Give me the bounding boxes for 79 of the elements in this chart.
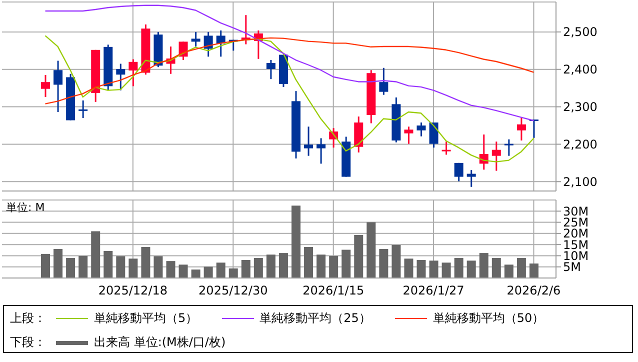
candlestick bbox=[128, 58, 138, 87]
legend-label: 単純移動平均（25） bbox=[260, 310, 371, 327]
legend-label: 単純移動平均（5） bbox=[94, 310, 198, 327]
candlestick bbox=[191, 31, 200, 48]
candlestick bbox=[304, 126, 314, 157]
bar bbox=[128, 258, 138, 278]
legend-label: 単純移動平均（50） bbox=[432, 310, 544, 327]
candlestick bbox=[454, 162, 464, 182]
bar bbox=[216, 262, 226, 278]
bar bbox=[342, 250, 351, 278]
candlestick bbox=[78, 100, 88, 119]
candlestick bbox=[416, 122, 426, 138]
bar bbox=[354, 234, 364, 278]
candlestick bbox=[404, 126, 414, 145]
x-tick-label: 2025/12/18 bbox=[98, 284, 168, 298]
x-tick-label: 2026/2/6 bbox=[506, 284, 561, 298]
bar bbox=[479, 253, 488, 278]
bar bbox=[266, 254, 276, 278]
candlestick bbox=[316, 137, 326, 164]
y-tick-label: 2,500 bbox=[563, 25, 598, 40]
bar bbox=[54, 249, 63, 278]
bar bbox=[429, 260, 438, 278]
bar bbox=[241, 260, 250, 278]
bar bbox=[529, 264, 538, 278]
bar bbox=[228, 268, 238, 278]
bar bbox=[278, 253, 288, 278]
bar bbox=[66, 258, 76, 278]
bar bbox=[178, 264, 188, 278]
candlestick bbox=[266, 59, 276, 80]
candlestick bbox=[41, 74, 50, 98]
bar bbox=[466, 260, 476, 278]
bar bbox=[204, 266, 213, 278]
legend-title: 下段： bbox=[10, 334, 46, 351]
y-tick-label: 2,300 bbox=[563, 100, 598, 114]
bar bbox=[329, 256, 338, 278]
bar bbox=[104, 251, 113, 278]
y-tick-label: 2,400 bbox=[563, 62, 598, 77]
bar bbox=[442, 262, 451, 278]
bar bbox=[41, 254, 50, 278]
bar bbox=[366, 222, 376, 278]
annotation: 単位: M bbox=[6, 200, 45, 215]
candlestick bbox=[116, 63, 126, 92]
candlestick bbox=[379, 67, 388, 96]
legend-title: 上段： bbox=[10, 310, 46, 327]
bar bbox=[416, 260, 426, 278]
candlestick bbox=[429, 122, 438, 148]
bar bbox=[78, 256, 88, 278]
bar bbox=[404, 258, 414, 278]
candlestick bbox=[442, 140, 451, 156]
bar bbox=[91, 231, 100, 278]
candlestick bbox=[54, 60, 63, 113]
y-tick-label: 30M bbox=[563, 204, 589, 218]
legend-label: 出来高 単位:(M株/口/枚) bbox=[94, 334, 226, 351]
bar bbox=[316, 254, 326, 278]
candlestick bbox=[492, 140, 501, 172]
candlestick bbox=[466, 169, 476, 188]
bar bbox=[292, 206, 300, 278]
bar bbox=[454, 258, 464, 278]
y-tick-label: 5M bbox=[563, 260, 581, 274]
candlestick bbox=[504, 138, 514, 157]
bar bbox=[166, 261, 176, 278]
bar bbox=[141, 247, 150, 278]
bar bbox=[154, 256, 163, 278]
bar bbox=[516, 258, 526, 278]
x-tick-label: 2025/12/30 bbox=[198, 284, 268, 298]
bar bbox=[504, 264, 514, 278]
y-tick-label: 2,200 bbox=[563, 137, 598, 152]
bar bbox=[392, 245, 401, 278]
candlestick bbox=[216, 30, 226, 58]
candlestick bbox=[516, 116, 526, 142]
bar bbox=[254, 258, 263, 278]
bar bbox=[492, 258, 501, 278]
bar bbox=[191, 270, 200, 278]
bar bbox=[379, 249, 388, 278]
y-tick-label: 2,100 bbox=[563, 174, 598, 189]
x-tick-label: 2026/1/15 bbox=[302, 284, 364, 298]
bar bbox=[304, 247, 314, 278]
x-tick-label: 2026/1/27 bbox=[402, 284, 464, 298]
bar bbox=[116, 256, 126, 278]
